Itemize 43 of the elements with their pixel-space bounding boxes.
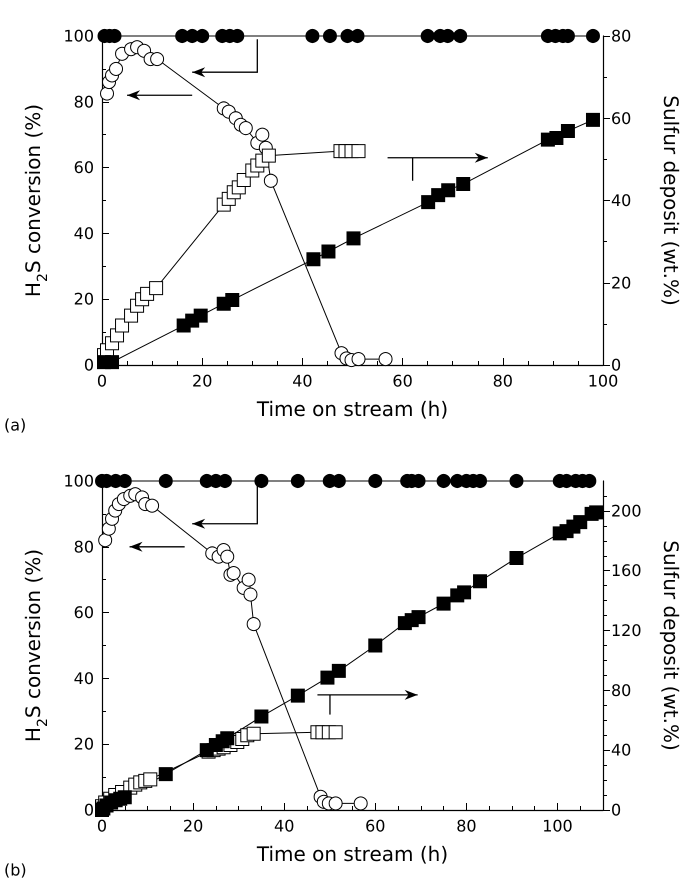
y-tick-label: 100 [63,26,94,46]
y2-tick-label: 40 [611,740,632,760]
text: (a) [4,416,26,434]
x-tick-label: 100 [542,816,573,836]
y2-tick-label: 120 [611,621,642,640]
x-tick-label: 0 [96,816,108,836]
x-tick-label: 20 [192,372,212,390]
y2-tick-label: 160 [611,561,642,580]
y-tick-label: 80 [74,92,94,112]
x-tick-label: 40 [292,372,313,390]
y-tick-label: 20 [74,290,94,309]
y-tick-label: 60 [74,603,94,622]
x-tick-label: 80 [456,816,477,836]
x-axis-title: Time on stream (h) [256,842,448,866]
y-tick-label: 40 [74,668,94,688]
x-tick-label: 60 [365,816,386,836]
x-tick-label: 0 [96,372,108,390]
y2-tick-label: 60 [611,108,632,128]
y2-tick-label: 20 [611,273,632,292]
y2-tick-label: 80 [611,680,632,700]
y2-tick-label: 80 [611,26,632,46]
text: (b) [4,860,27,880]
y2-axis-title: Sulfur deposit (wt.%) [659,540,683,751]
x-tick-label: 20 [182,816,204,836]
x-tick-label: 60 [392,372,413,390]
x-tick-label: 100 [588,372,618,390]
y-tick-label: 0 [84,800,94,820]
y-tick-label: 0 [84,356,94,374]
y-tick-label: 60 [74,158,94,178]
y2-tick-label: 0 [611,356,622,374]
y-tick-label: 80 [74,537,94,556]
y2-axis-title: Sulfur deposit (wt.%) [659,95,683,306]
y-axis-title: H2S conversion (%) [21,548,51,742]
y-axis-title: H2S conversion (%) [21,104,51,298]
x-axis-title: Time on stream (h) [256,397,448,421]
y2-tick-label: 200 [611,501,642,520]
x-tick-label: 80 [492,372,513,390]
y-tick-label: 20 [74,734,94,754]
y2-tick-label: 0 [611,800,622,820]
y2-tick-label: 40 [611,191,632,210]
y-tick-label: 100 [63,472,94,490]
x-tick-label: 40 [274,816,294,836]
y-tick-label: 40 [74,224,94,243]
